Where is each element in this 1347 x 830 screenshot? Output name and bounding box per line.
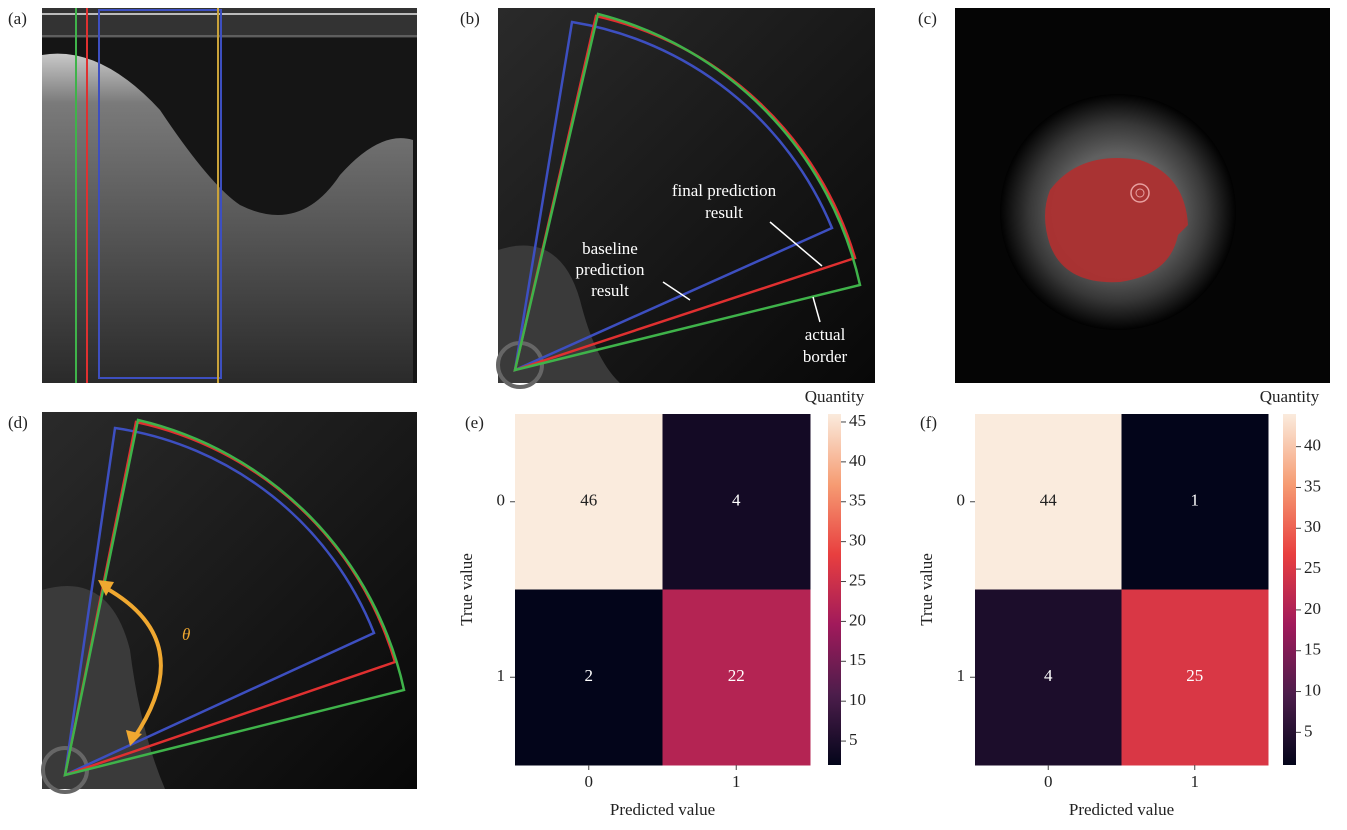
image-b: final prediction result baseline predict…	[460, 8, 875, 387]
colorbar-tick-label: 20	[849, 610, 866, 629]
x-axis-label: Predicted value	[610, 800, 715, 819]
cell-label: 4	[1044, 666, 1053, 685]
figure: (a) final prediction result baseline pre…	[0, 0, 1347, 825]
colorbar-title: Quantity	[1260, 387, 1320, 406]
colorbar	[1283, 414, 1296, 765]
x-tick-label: 0	[585, 772, 594, 791]
x-axis-label: Predicted value	[1069, 800, 1174, 819]
annotation: border	[803, 347, 848, 366]
colorbar-tick-label: 35	[1304, 476, 1321, 495]
colorbar-tick-label: 40	[1304, 436, 1321, 455]
panel-label: (f)	[920, 413, 937, 432]
panel-label: (c)	[918, 9, 937, 28]
cell-label: 1	[1191, 491, 1200, 510]
y-tick-label: 1	[957, 666, 966, 685]
colorbar-tick-label: 25	[849, 570, 866, 589]
y-tick-label: 1	[497, 666, 506, 685]
colorbar-tick-label: 5	[849, 730, 858, 749]
colorbar-tick-label: 30	[849, 531, 866, 550]
annotation: baseline	[582, 239, 638, 258]
image-c: (c)	[918, 8, 1330, 383]
cell-label: 4	[732, 491, 741, 510]
image-d: θ (d)	[8, 412, 417, 792]
annotation: prediction	[576, 260, 645, 279]
image-a: (a)	[8, 8, 417, 383]
cell-label: 25	[1186, 666, 1203, 685]
colorbar-title: Quantity	[805, 387, 865, 406]
cell-label: 2	[585, 666, 594, 685]
y-axis-label: True value	[457, 553, 476, 626]
cell-label: 46	[580, 491, 597, 510]
colorbar-tick-label: 15	[849, 650, 866, 669]
colorbar-tick-label: 35	[849, 491, 866, 510]
colorbar-tick-label: 40	[849, 451, 866, 470]
colorbar-tick-label: 15	[1304, 640, 1321, 659]
x-tick-label: 1	[732, 772, 741, 791]
colorbar-tick-label: 20	[1304, 599, 1321, 618]
annotation: final prediction	[672, 181, 777, 200]
panel-label: (b)	[460, 9, 480, 28]
y-tick-label: 0	[957, 491, 966, 510]
panel-label: (a)	[8, 9, 27, 28]
x-tick-label: 1	[1191, 772, 1200, 791]
colorbar-tick-label: 30	[1304, 517, 1321, 536]
y-tick-label: 0	[497, 491, 506, 510]
annotation: actual	[805, 325, 846, 344]
cell-label: 44	[1040, 491, 1058, 510]
colorbar-tick-label: 10	[1304, 680, 1321, 699]
annotation: result	[705, 203, 743, 222]
cell-label: 22	[728, 666, 745, 685]
panel-label: (e)	[465, 413, 484, 432]
colorbar-tick-label: 5	[1304, 721, 1313, 740]
annotation: θ	[182, 625, 190, 644]
annotation: result	[591, 281, 629, 300]
x-tick-label: 0	[1044, 772, 1053, 791]
panel-label: (d)	[8, 413, 28, 432]
y-axis-label: True value	[917, 553, 936, 626]
colorbar-tick-label: 10	[849, 690, 866, 709]
colorbar-tick-label: 25	[1304, 558, 1321, 577]
colorbar-tick-label: 45	[849, 411, 866, 430]
colorbar	[828, 414, 841, 765]
